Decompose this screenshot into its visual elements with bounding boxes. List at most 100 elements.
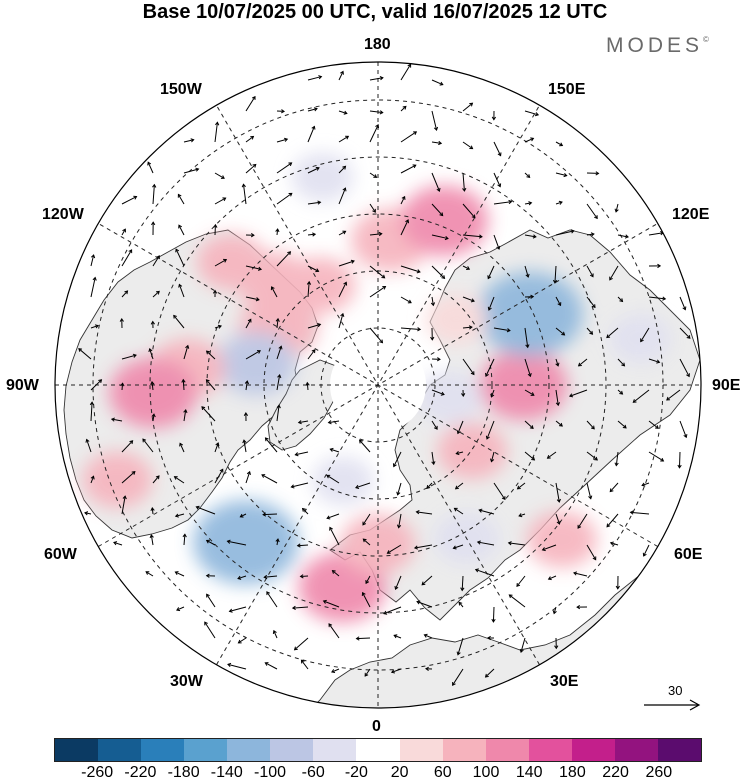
wind-vector bbox=[462, 325, 473, 330]
wind-vector bbox=[555, 200, 563, 205]
wind-vector bbox=[400, 195, 406, 205]
wind-vector bbox=[456, 637, 464, 656]
wind-vector bbox=[576, 604, 588, 610]
colorbar-bin-7 bbox=[356, 739, 400, 761]
colorbar-bin-0 bbox=[55, 739, 99, 761]
copyright-mark: © bbox=[703, 35, 709, 44]
lon-label-60w: 60W bbox=[44, 546, 77, 563]
wind-vector bbox=[362, 538, 371, 546]
wind-vector bbox=[431, 234, 449, 241]
wind-vector bbox=[386, 544, 402, 554]
wind-vector bbox=[491, 606, 496, 623]
wind-vector bbox=[490, 451, 495, 463]
wind-vector bbox=[632, 389, 650, 403]
wind-vector bbox=[609, 482, 619, 493]
wind-vector bbox=[393, 634, 402, 639]
wind-vector bbox=[361, 591, 371, 608]
wind-vector bbox=[245, 163, 257, 174]
colorbar-tick-label: -100 bbox=[253, 764, 287, 781]
wind-vector bbox=[183, 167, 200, 174]
wind-vector bbox=[648, 420, 659, 429]
wind-vector bbox=[205, 350, 216, 360]
wind-vector bbox=[121, 495, 127, 515]
wind-vector bbox=[400, 327, 422, 332]
colorbar-tick-label: 260 bbox=[645, 764, 673, 781]
anomaly-blob bbox=[109, 357, 198, 429]
wind-vector bbox=[90, 379, 103, 391]
colorbar-bin-4 bbox=[227, 739, 271, 761]
wind-vector bbox=[204, 621, 216, 639]
wind-vector bbox=[245, 95, 256, 112]
meridian-60e-120w bbox=[98, 223, 658, 547]
wind-vector bbox=[245, 470, 251, 484]
wind-vector bbox=[90, 254, 96, 267]
wind-vector bbox=[121, 470, 136, 484]
wind-vector bbox=[615, 575, 620, 590]
wind-vector bbox=[493, 482, 506, 501]
wind-vector bbox=[586, 482, 593, 500]
wind-vector bbox=[679, 296, 687, 311]
wind-vector bbox=[493, 199, 513, 205]
wind-vector bbox=[460, 575, 465, 592]
lat-circle-50n bbox=[149, 156, 607, 614]
wind-vector bbox=[474, 568, 495, 577]
wind-vector bbox=[121, 440, 134, 453]
wind-vector bbox=[431, 357, 441, 362]
wind-vector bbox=[150, 507, 155, 515]
wind-vector bbox=[462, 296, 475, 303]
wind-vector bbox=[276, 192, 293, 205]
wind-vector bbox=[183, 344, 190, 360]
wind-vector bbox=[555, 229, 575, 236]
wind-vector bbox=[205, 539, 216, 546]
anomaly-blob bbox=[477, 271, 583, 357]
wind-vector bbox=[648, 263, 662, 269]
wind-vector bbox=[487, 265, 495, 280]
wind-vector bbox=[369, 124, 380, 143]
wind-vector bbox=[245, 135, 255, 143]
wind-vector bbox=[297, 420, 309, 425]
wind-vector bbox=[85, 438, 92, 453]
wind-vector bbox=[617, 296, 624, 303]
wind-vector bbox=[195, 505, 216, 515]
wind-vector bbox=[431, 451, 436, 466]
wind-vector bbox=[120, 382, 125, 391]
wind-vector bbox=[555, 327, 566, 336]
wind-vector bbox=[276, 162, 293, 174]
wind-vector bbox=[338, 135, 350, 143]
wind-vector bbox=[261, 474, 278, 484]
wind-vector bbox=[150, 380, 155, 391]
colorbar-tick-label: 20 bbox=[390, 764, 409, 781]
wind-vector bbox=[586, 203, 598, 220]
colorbar-bin-6 bbox=[313, 739, 357, 761]
colorbar-tick-label: -140 bbox=[210, 764, 243, 781]
wind-vector bbox=[541, 544, 557, 552]
wind-vector bbox=[145, 571, 154, 577]
wind-vector bbox=[300, 659, 309, 670]
colorbar-bin-13 bbox=[614, 739, 658, 761]
wind-vector bbox=[524, 201, 533, 206]
wind-vector bbox=[431, 110, 439, 131]
wind-vector bbox=[452, 544, 464, 550]
colorbar-bin-9 bbox=[442, 739, 486, 761]
wind-vector bbox=[400, 63, 412, 81]
wind-vector bbox=[456, 420, 464, 435]
wind-vector bbox=[586, 451, 599, 461]
anomaly-blob bbox=[479, 349, 568, 421]
wind-vector bbox=[519, 637, 526, 654]
wind-vector bbox=[149, 534, 154, 546]
wind-vector bbox=[642, 544, 650, 557]
anomaly-blob bbox=[400, 185, 489, 257]
wind-vector bbox=[214, 324, 222, 329]
wind-vector bbox=[121, 195, 138, 205]
wind-vector bbox=[552, 606, 557, 615]
wind-vector bbox=[493, 234, 501, 250]
graticule bbox=[55, 62, 701, 708]
wind-vector bbox=[485, 358, 495, 377]
anomaly-blob bbox=[291, 152, 354, 202]
wind-vector bbox=[568, 389, 588, 398]
wind-vector bbox=[493, 327, 511, 333]
wind-vector bbox=[152, 183, 157, 205]
wind-vector bbox=[648, 358, 661, 364]
wind-vector bbox=[174, 571, 185, 577]
lon-label-90e: 90E bbox=[712, 377, 741, 394]
